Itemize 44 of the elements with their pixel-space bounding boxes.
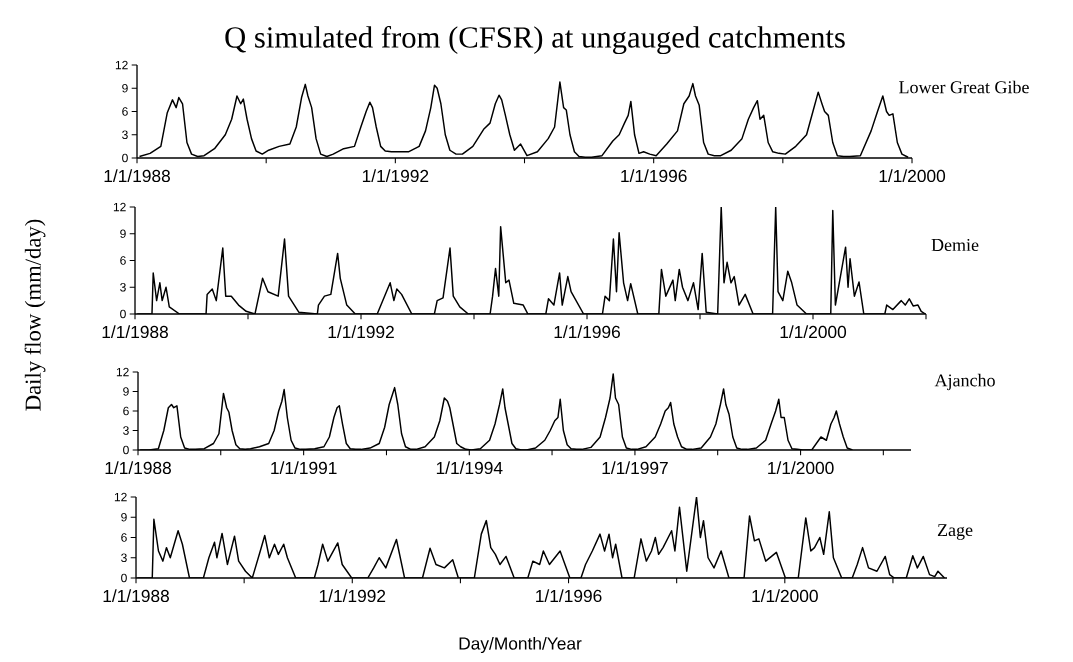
chart-title: Q simulated from (CFSR) at ungauged catchments [225,25,845,55]
y-tick-label: 0 [120,309,126,319]
x-tick-label: 1/1/1988 [105,461,171,475]
y-tick-label: 9 [123,387,129,396]
text: Ajancho [934,373,995,391]
y-tick-label: 0 [121,573,127,583]
y-tick-label: 3 [120,283,126,292]
y-tick-label: 6 [121,533,127,542]
y-tick-label: 9 [120,229,126,239]
y-tick-label: 12 [115,60,128,70]
y-tick-label: 12 [116,367,129,377]
y-tick-label: 12 [114,492,127,502]
y-tick-label: 0 [123,445,129,455]
annotation: Zage [937,524,973,540]
y-tick-label: 9 [122,83,128,93]
y-tick-label: 0 [122,153,128,163]
x-tick-label: 1/1/2000 [780,325,847,339]
x-tick-label: 1/1/1988 [102,325,168,339]
x-tick-label: 1/1/1996 [554,325,620,339]
y-tick-label: 9 [121,512,127,522]
x-tick-label: 1/1/1988 [104,169,170,183]
y-tick-label: 12 [113,202,126,212]
y-tick-label: 6 [123,406,129,416]
y-tick-label: 6 [122,107,128,116]
x-tick-label: 1/1/1994 [436,461,503,475]
x-tick-label: 1/1/1996 [621,169,687,183]
annotation: Lower Great Gibe [899,80,1029,94]
x-tick-label: 1/1/2000 [879,169,946,183]
y-tick-label: 6 [120,256,126,265]
x-tick-label: 1/1/1997 [602,461,668,475]
x-tick-label: 1/1/1988 [103,589,169,603]
y-axis-title: Daily flow (mm/day) [24,219,46,411]
x-axis-title: Day/Month/Year [459,636,582,654]
x-tick-label: 1/1/2000 [768,461,834,475]
y-tick-label: 3 [121,553,127,563]
x-tick-label: 1/1/1991 [271,461,337,475]
x-tick-label: 1/1/1996 [536,589,602,603]
y-tick-label: 3 [122,130,128,140]
x-tick-label: 1/1/1992 [319,589,386,603]
text: Demie [931,238,979,252]
x-tick-label: 1/1/1992 [328,325,394,339]
x-tick-label: 1/1/2000 [752,589,818,603]
y-tick-label: 3 [123,426,129,435]
x-tick-label: 1/1/1992 [362,169,429,183]
